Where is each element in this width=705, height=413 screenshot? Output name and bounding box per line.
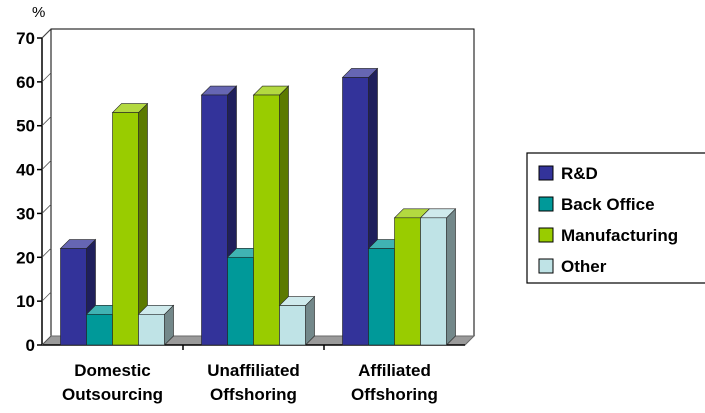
x-category-label: Domestic — [74, 361, 151, 380]
bar — [137, 304, 175, 346]
x-category-label: Affiliated — [358, 361, 431, 380]
y-tick-label: 60 — [16, 73, 35, 92]
y-unit-label: % — [32, 4, 45, 21]
y-tick-label: 50 — [16, 117, 35, 136]
x-category-label: Offshoring — [210, 385, 297, 404]
x-category-label: Offshoring — [351, 385, 438, 404]
y-tick-label: 30 — [16, 204, 35, 223]
legend-label: Back Office — [561, 195, 655, 214]
y-tick-depth — [41, 291, 52, 302]
axis-labels: 0 10 20 30 40 50 60 70 Domestic Outsourcing Unaffi… — [16, 29, 438, 404]
y-tick-label: 70 — [16, 29, 35, 48]
legend-swatch — [538, 258, 554, 274]
legend-swatch — [538, 227, 554, 243]
legend-swatch — [538, 165, 554, 181]
bars — [59, 67, 457, 346]
bar — [278, 295, 316, 346]
y-tick-depth — [41, 204, 52, 214]
legend: R&D Back Office Manufacturing Other — [526, 152, 705, 284]
y-tick-depth — [41, 248, 52, 258]
y-tick-depth — [41, 72, 52, 83]
y-tick-depth — [41, 335, 52, 346]
legend-label: Manufacturing — [561, 226, 678, 245]
y-tick-label: 20 — [16, 248, 35, 267]
legend-swatch — [538, 196, 554, 212]
y-tick-depth — [41, 160, 52, 170]
y-tick-label: 10 — [16, 292, 35, 311]
bar — [252, 85, 290, 346]
y-tick-label: 0 — [26, 336, 35, 355]
y-tick-depth — [41, 116, 52, 126]
bar — [111, 102, 149, 346]
legend-box — [526, 152, 705, 284]
y-tick-label: 40 — [16, 161, 35, 180]
x-category-label: Outsourcing — [62, 385, 163, 404]
legend-label: R&D — [561, 164, 598, 183]
y-tick-depth — [41, 28, 52, 39]
bar — [419, 208, 457, 346]
legend-label: Other — [561, 257, 607, 276]
x-category-label: Unaffiliated — [207, 361, 300, 380]
